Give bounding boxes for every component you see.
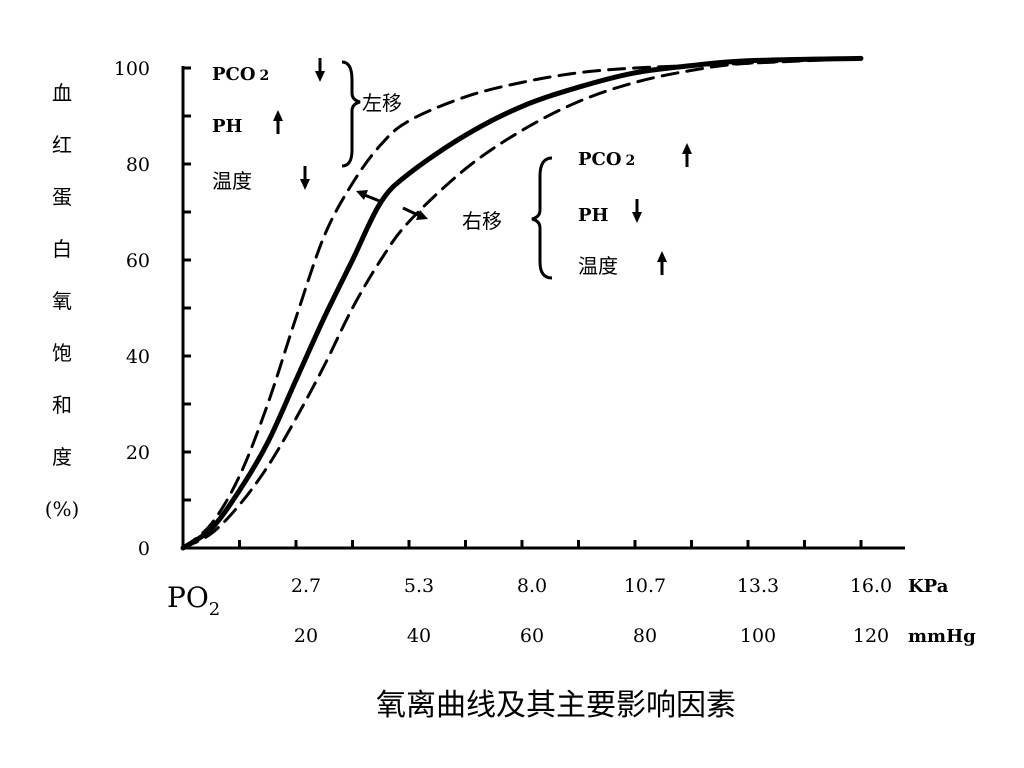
unit-mmhg: mmHg — [908, 626, 976, 647]
arrow-head — [657, 251, 667, 262]
x-tick-label-mmhg: 100 — [740, 625, 776, 647]
right-shift-curve — [181, 56, 863, 550]
y-tick-label: 40 — [126, 346, 150, 368]
right-factor-label: 温度 — [578, 254, 618, 278]
x-tick-label-mmhg: 80 — [633, 625, 657, 647]
x-tick-label-kpa: 8.0 — [517, 575, 547, 597]
left-factor-label: PH — [212, 116, 243, 137]
left-brace — [341, 60, 361, 168]
x-tick-label-kpa: 2.7 — [291, 575, 321, 597]
pointer-head — [356, 190, 368, 200]
arrow-head — [273, 110, 283, 121]
left-shift-label: 左移 — [362, 91, 402, 115]
left-factor-arrow-up — [273, 110, 283, 134]
chart-title: 氧离曲线及其主要影响因素 — [376, 688, 736, 723]
y-label-char: 蛋 — [52, 185, 72, 209]
y-tick-label: 100 — [114, 58, 150, 80]
axes — [181, 66, 905, 550]
y-label-char: 度 — [52, 445, 72, 469]
pointer-head — [416, 210, 428, 220]
x-axis-title: PO2 — [167, 581, 220, 620]
normal-curve — [180, 55, 864, 551]
right-factor-label: PH — [578, 205, 609, 226]
right-factor-arrow-up — [657, 251, 667, 275]
x-tick-label-mmhg: 120 — [853, 625, 889, 647]
y-label-char: 血 — [52, 81, 72, 105]
unit-kpa: KPa — [908, 576, 949, 597]
y-tick-label: 60 — [126, 250, 150, 272]
x-tick-label-kpa: 5.3 — [404, 575, 434, 597]
left-shift-curve — [181, 56, 863, 550]
x-tick-label-kpa: 13.3 — [737, 575, 779, 597]
right-brace — [531, 156, 553, 280]
left-factor-arrow-down — [315, 58, 325, 82]
arrow-head — [315, 71, 325, 82]
y-label-char: 红 — [52, 133, 72, 157]
right-shift-label: 右移 — [462, 209, 502, 233]
right-factor-arrow-up — [682, 143, 692, 167]
arrow-head — [300, 179, 310, 190]
right-factor-arrow-down — [632, 199, 642, 223]
left-shift-pointer — [356, 190, 383, 204]
x-tick-label-mmhg: 20 — [294, 625, 318, 647]
y-label-char: 饱 — [52, 341, 72, 365]
left-factor-arrow-down — [300, 166, 310, 190]
arrow-head — [632, 212, 642, 223]
y-label-char: 氧 — [52, 289, 72, 313]
right-factor-label: PCO 2 — [578, 149, 635, 170]
curves — [180, 55, 864, 551]
x-tick-label-kpa: 16.0 — [850, 575, 892, 597]
arrow-head — [682, 143, 692, 154]
x-tick-label-mmhg: 60 — [520, 625, 544, 647]
x-tick-label-mmhg: 40 — [407, 625, 431, 647]
x-ticks: 2.7 5.3 8.0 10.7 13.3 16.0 20 40 60 80 100 120 — [238, 540, 892, 647]
y-label-char: 和 — [52, 393, 72, 417]
y-label-char: (%) — [45, 497, 80, 521]
y-ticks: 0 20 40 60 80 100 — [114, 58, 191, 560]
y-tick-label: 80 — [126, 154, 150, 176]
y-label-char: 白 — [52, 237, 72, 261]
left-factor-label: 温度 — [212, 169, 252, 193]
right-shift-pointer — [402, 206, 428, 220]
pointer-line — [402, 206, 421, 218]
x-tick-label-kpa: 10.7 — [624, 575, 666, 597]
y-tick-label: 20 — [126, 442, 150, 464]
y-tick-label: 0 — [138, 538, 150, 560]
left-factor-label: PCO 2 — [212, 64, 269, 85]
